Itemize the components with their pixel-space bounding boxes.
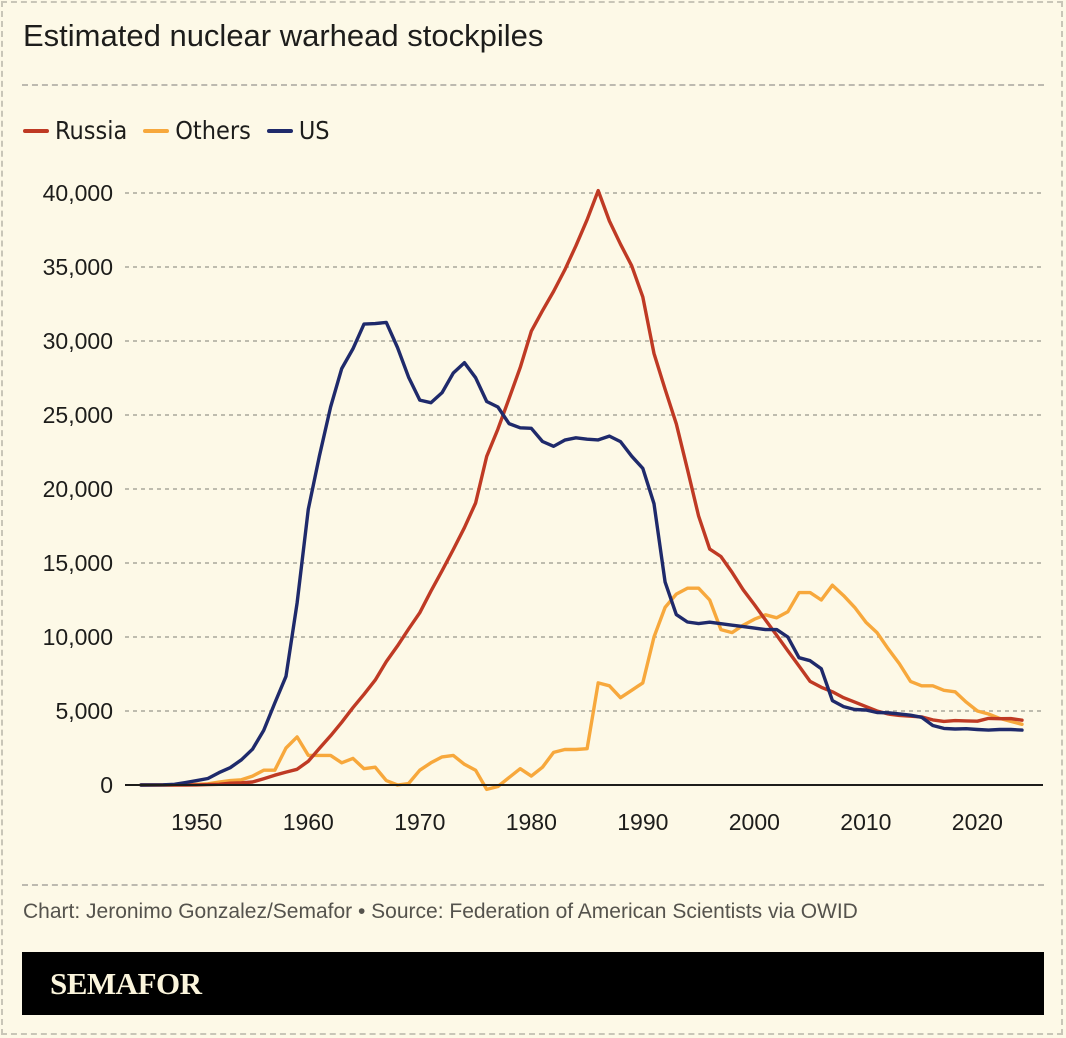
legend-swatch-others [143,128,170,133]
x-tick-label: 2010 [840,809,891,835]
x-tick-label: 1980 [506,809,557,835]
y-tick-label: 15,000 [43,550,113,576]
x-tick-label: 1970 [394,809,445,835]
semafor-logo: SEMAFOR [50,966,202,1001]
legend-label-us: US [298,116,330,145]
x-tick-label: 2020 [952,809,1003,835]
legend-item-others: Others [143,116,251,145]
legend-label-others: Others [175,116,251,145]
x-tick-label: 1990 [617,809,668,835]
legend: Russia Others US [23,116,330,145]
y-tick-label: 20,000 [43,476,113,502]
x-tick-label: 1960 [283,809,334,835]
y-tick-label: 5,000 [55,698,113,724]
series-line-russia [139,188,1024,787]
y-tick-label: 30,000 [43,328,113,354]
x-tick-label: 2000 [729,809,780,835]
brand-bar: SEMAFOR [22,952,1044,1015]
y-tick-label: 10,000 [43,624,113,650]
footer-divider [22,884,1044,886]
chart-title: Estimated nuclear warhead stockpiles [23,18,544,53]
legend-label-russia: Russia [55,116,128,145]
y-tick-label: 25,000 [43,402,113,428]
legend-item-us: US [266,116,330,145]
legend-swatch-russia [23,128,49,133]
series-line-us [139,320,1024,787]
header-divider [22,84,1044,86]
source-caption: Chart: Jeronimo Gonzalez/Semafor • Sourc… [23,900,858,923]
x-tick-label: 1950 [171,809,222,835]
legend-item-russia: Russia [23,116,127,145]
series-line-others [139,583,1024,792]
legend-swatch-us [266,128,293,133]
y-tick-label: 0 [100,772,113,798]
y-tick-label: 40,000 [43,180,113,206]
y-tick-label: 35,000 [43,254,113,280]
